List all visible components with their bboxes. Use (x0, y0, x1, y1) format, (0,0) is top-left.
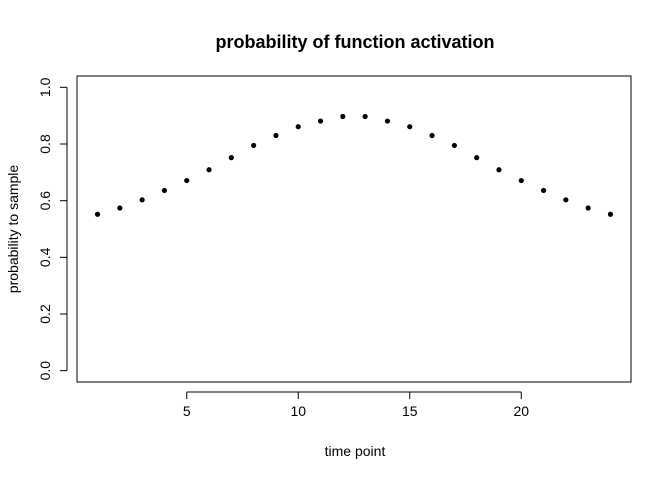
data-point (429, 132, 435, 139)
data-point (317, 118, 324, 124)
chart-title: probability of function activation (216, 32, 495, 52)
data-point (161, 187, 168, 194)
data-points (94, 113, 614, 217)
y-tick-label: 0.0 (37, 361, 53, 381)
x-axis-label: time point (325, 443, 386, 459)
data-point (117, 205, 123, 211)
x-tick-label: 20 (513, 403, 529, 419)
y-tick-label: 0.4 (37, 247, 53, 267)
data-point (607, 211, 614, 217)
data-point (407, 124, 413, 130)
data-point (540, 187, 547, 194)
data-point (563, 197, 569, 203)
data-point (362, 113, 368, 120)
y-tick-label: 1.0 (37, 77, 53, 97)
y-tick-label: 0.2 (37, 304, 53, 324)
data-point (206, 167, 212, 173)
x-tick-label: 10 (290, 403, 306, 419)
data-point (273, 132, 279, 139)
data-point (451, 142, 457, 149)
plot-area-box (76, 75, 632, 383)
data-point (228, 155, 234, 161)
data-point (94, 211, 101, 217)
data-point (251, 142, 257, 149)
data-point (474, 155, 480, 161)
y-axis-label: probability to sample (5, 165, 21, 294)
data-point (340, 113, 346, 120)
data-point (585, 205, 591, 211)
data-point (496, 167, 502, 173)
y-axis: 0.0 0.2 0.4 0.6 0.8 1.0 (37, 77, 68, 381)
data-point (518, 177, 524, 184)
x-axis: 5 10 15 20 (183, 391, 529, 419)
x-tick-label: 15 (402, 403, 418, 419)
data-point (184, 177, 190, 184)
data-point (295, 124, 301, 130)
data-point (139, 197, 145, 203)
x-tick-label: 5 (183, 403, 191, 419)
data-point (384, 118, 391, 124)
y-tick-label: 0.8 (37, 134, 53, 154)
y-tick-label: 0.6 (37, 191, 53, 211)
